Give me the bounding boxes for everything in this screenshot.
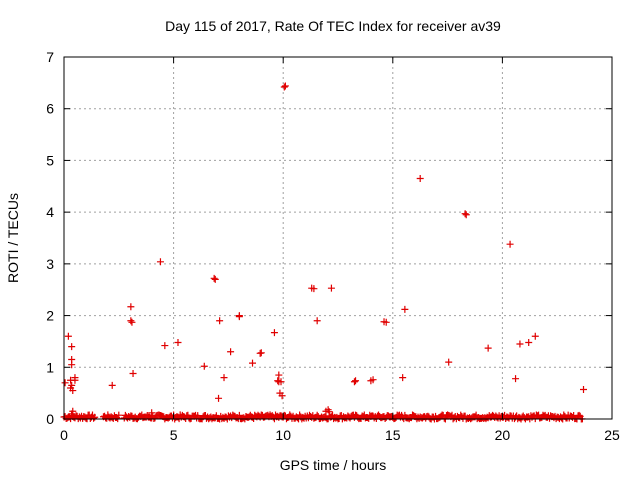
data-point [280, 83, 288, 91]
data-point [68, 343, 76, 351]
data-point [127, 303, 135, 311]
plot-frame [63, 56, 613, 420]
data-point [445, 358, 453, 366]
data-point [64, 332, 72, 340]
data-point [350, 378, 358, 386]
y-tick-label: 0 [46, 411, 54, 427]
x-tick-label: 5 [170, 427, 178, 443]
y-axis-label: ROTI / TECUs [5, 193, 21, 283]
x-tick-label: 20 [495, 427, 511, 443]
x-axis-label: GPS time / hours [280, 457, 387, 473]
data-point [211, 275, 219, 283]
y-tick-label: 5 [46, 152, 54, 168]
data-point [580, 386, 588, 394]
data-point [220, 374, 228, 382]
data-point [69, 387, 77, 395]
data-points [60, 82, 588, 423]
data-point [161, 342, 169, 350]
data-point [127, 317, 135, 325]
data-point [484, 344, 492, 352]
data-point [399, 374, 407, 382]
data-point [275, 371, 283, 379]
data-point [71, 376, 79, 384]
data-point [512, 375, 520, 383]
data-point [277, 378, 285, 386]
y-tick-label: 3 [46, 256, 54, 272]
y-tick-label: 6 [46, 101, 54, 117]
data-point [128, 318, 136, 326]
data-point [200, 362, 208, 370]
axis-ticks: 0 5 10 15 20 25 0 1 2 3 4 5 6 7 [46, 49, 620, 443]
data-point [91, 413, 99, 421]
data-point [210, 274, 218, 282]
y-tick-label: 1 [46, 359, 54, 375]
data-point [68, 381, 76, 389]
data-point [174, 338, 182, 346]
data-point [69, 407, 77, 415]
data-point [352, 377, 360, 385]
data-point [327, 284, 335, 292]
y-tick-label: 2 [46, 308, 54, 324]
data-point [575, 411, 583, 419]
data-point [90, 414, 98, 422]
data-point [156, 258, 164, 266]
data-point [531, 332, 539, 340]
data-point [61, 379, 69, 387]
data-point [148, 409, 156, 417]
data-point [108, 381, 116, 389]
data-point [461, 210, 469, 218]
data-point [270, 329, 278, 337]
data-point [525, 338, 533, 346]
x-tick-label: 25 [604, 427, 620, 443]
data-point [68, 361, 76, 369]
data-point [310, 285, 318, 293]
data-point [325, 408, 333, 416]
data-point [235, 312, 243, 320]
data-point [313, 317, 321, 325]
data-point [257, 349, 265, 357]
x-tick-label: 15 [385, 427, 401, 443]
data-point [281, 82, 289, 90]
data-point [274, 377, 282, 385]
data-point [278, 392, 286, 400]
chart-title: Day 115 of 2017, Rate Of TEC Index for r… [165, 18, 501, 34]
data-point [462, 211, 470, 219]
data-point [216, 317, 224, 325]
data-point [382, 318, 390, 326]
data-point [227, 348, 235, 356]
x-tick-label: 0 [60, 427, 68, 443]
data-point [129, 369, 137, 377]
grid [64, 57, 612, 419]
data-point [506, 240, 514, 248]
data-point [215, 394, 223, 402]
data-point [249, 359, 257, 367]
data-point [369, 376, 377, 384]
data-point [115, 411, 123, 419]
data-point [401, 305, 409, 313]
y-tick-label: 7 [46, 49, 54, 65]
data-point [416, 175, 424, 183]
data-point [516, 340, 524, 348]
x-tick-label: 10 [275, 427, 291, 443]
y-tick-label: 4 [46, 204, 54, 220]
